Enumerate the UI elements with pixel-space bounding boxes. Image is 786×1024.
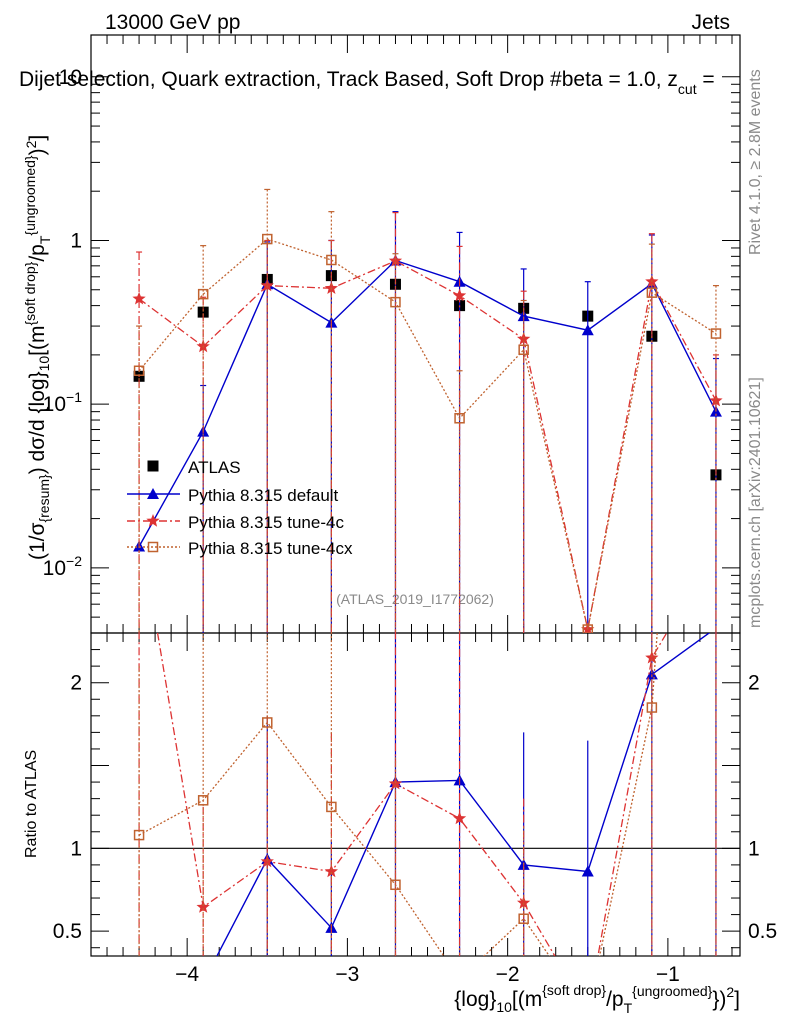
data-point — [710, 328, 722, 339]
ratio-series-line — [216, 633, 711, 956]
plot-title-tail: = — [697, 68, 715, 91]
plot-title: Dijet selection, Quark extraction, Track… — [19, 68, 715, 97]
y-tick-label-base: 10 — [43, 393, 66, 416]
series-line — [138, 259, 717, 547]
data-point — [326, 801, 337, 813]
data-point — [582, 624, 594, 633]
ratio-plot-area — [133, 633, 722, 1018]
series-pythia-8-315-tune-4c — [132, 212, 723, 633]
analysis-watermark: (ATLAS_2019_I1772062) — [336, 591, 494, 607]
x-tick-label: −3 — [335, 963, 359, 986]
data-point — [262, 717, 273, 728]
ratio-y-tick-label-right: 2 — [748, 672, 760, 695]
data-point — [197, 288, 209, 300]
data-point — [646, 287, 658, 298]
x-tick-label: −2 — [496, 963, 520, 986]
data-point — [197, 795, 209, 806]
ratio-y-axis: 0.5 0.5 1 1 2 2 — [53, 632, 777, 949]
ratio-y-tick-label: 0.5 — [53, 920, 82, 943]
series-line — [138, 260, 717, 630]
legend-label: Pythia 8.315 tune-4c — [188, 513, 344, 532]
data-point — [147, 541, 159, 553]
data-point — [518, 344, 529, 356]
ratio-y-tick-label-right: 1 — [748, 837, 760, 860]
y-tick-label-base: 10 — [43, 557, 66, 580]
data-point — [517, 896, 531, 909]
ratio-y-tick-label-right: 0.5 — [748, 920, 777, 943]
data-point — [518, 913, 529, 924]
data-point — [133, 365, 145, 377]
data-point — [452, 811, 467, 825]
header-left: 13000 GeV pp — [105, 11, 240, 34]
data-point — [581, 865, 594, 877]
main-plot-area — [132, 188, 723, 633]
data-point — [133, 829, 145, 841]
data-point — [146, 514, 160, 527]
y-tick-label-exp: −1 — [66, 389, 82, 405]
data-point — [517, 310, 530, 322]
ratio-y-axis-label: Ratio to ATLAS — [23, 750, 40, 858]
x-tick-label: −4 — [175, 963, 199, 986]
data-point — [583, 1007, 592, 1016]
ratio-series-line — [156, 633, 668, 956]
x-axis-label: {log}10[(m{soft drop}/pT{ungroomed}})2] — [454, 982, 740, 1016]
data-point — [388, 253, 403, 267]
y-tick-label: 10−1 — [43, 389, 83, 416]
x-axis: −4 −3 −2 −1 — [106, 35, 733, 986]
data-point — [132, 291, 146, 305]
data-point — [147, 460, 159, 472]
mcplots-label: mcplots.cern.ch [arXiv:2401.10621] — [747, 377, 764, 628]
data-point — [196, 900, 210, 913]
data-point — [390, 879, 401, 891]
data-point — [260, 278, 274, 292]
ratio-series-pythia-8-315-tune-4cx — [133, 633, 717, 1016]
series-line — [138, 238, 717, 630]
legend-entry: Pythia 8.315 tune-4cx — [127, 539, 353, 558]
plot-title-main: Dijet selection, Quark extraction, Track… — [19, 68, 678, 91]
legend-entry: Pythia 8.315 default — [127, 486, 339, 505]
y-tick-label: 1 — [70, 229, 82, 252]
main-y-axis-label: (1/σ{resum}) dσ/d {log}10[(m{soft drop}/… — [22, 135, 53, 560]
ratio-panel-frame — [90, 632, 741, 957]
data-point — [133, 993, 145, 1004]
legend-label: Pythia 8.315 default — [188, 486, 339, 505]
data-point — [390, 296, 401, 308]
legend: ATLAS Pythia 8.315 default Pythia 8.315 tu… — [127, 458, 353, 558]
data-point — [262, 233, 273, 245]
data-point — [646, 702, 658, 713]
data-point — [709, 393, 723, 407]
y-tick-label-exp: −2 — [66, 553, 82, 569]
data-point — [455, 975, 464, 984]
x-tick-label: −1 — [656, 963, 680, 986]
data-point — [581, 1005, 594, 1018]
data-point — [324, 864, 338, 878]
data-point — [645, 668, 658, 680]
ratio-y-tick-label: 2 — [70, 672, 82, 695]
legend-label: ATLAS — [188, 458, 241, 477]
data-point — [324, 281, 338, 294]
header-right: Jets — [691, 11, 730, 34]
data-point — [326, 254, 337, 266]
data-point — [452, 288, 467, 302]
legend-label: Pythia 8.315 tune-4cx — [188, 539, 353, 558]
series-pythia-8-315-tune-4cx — [133, 188, 722, 633]
rivet-label: Rivet 4.1.0, ≥ 2.8M events — [747, 69, 764, 255]
ratio-series-line — [138, 633, 658, 956]
legend-entry: Pythia 8.315 tune-4c — [127, 513, 344, 532]
series-atlas — [133, 270, 722, 481]
data-point — [454, 413, 465, 424]
ratio-y-tick-label: 1 — [70, 837, 82, 860]
legend-entry: ATLAS — [147, 458, 241, 477]
y-tick-label: 10−2 — [43, 553, 83, 580]
data-point — [147, 488, 159, 499]
data-point — [581, 324, 594, 336]
data-point — [197, 306, 209, 318]
y-tick-label: 10 — [59, 66, 82, 89]
plot-title-sub: cut — [678, 81, 697, 97]
